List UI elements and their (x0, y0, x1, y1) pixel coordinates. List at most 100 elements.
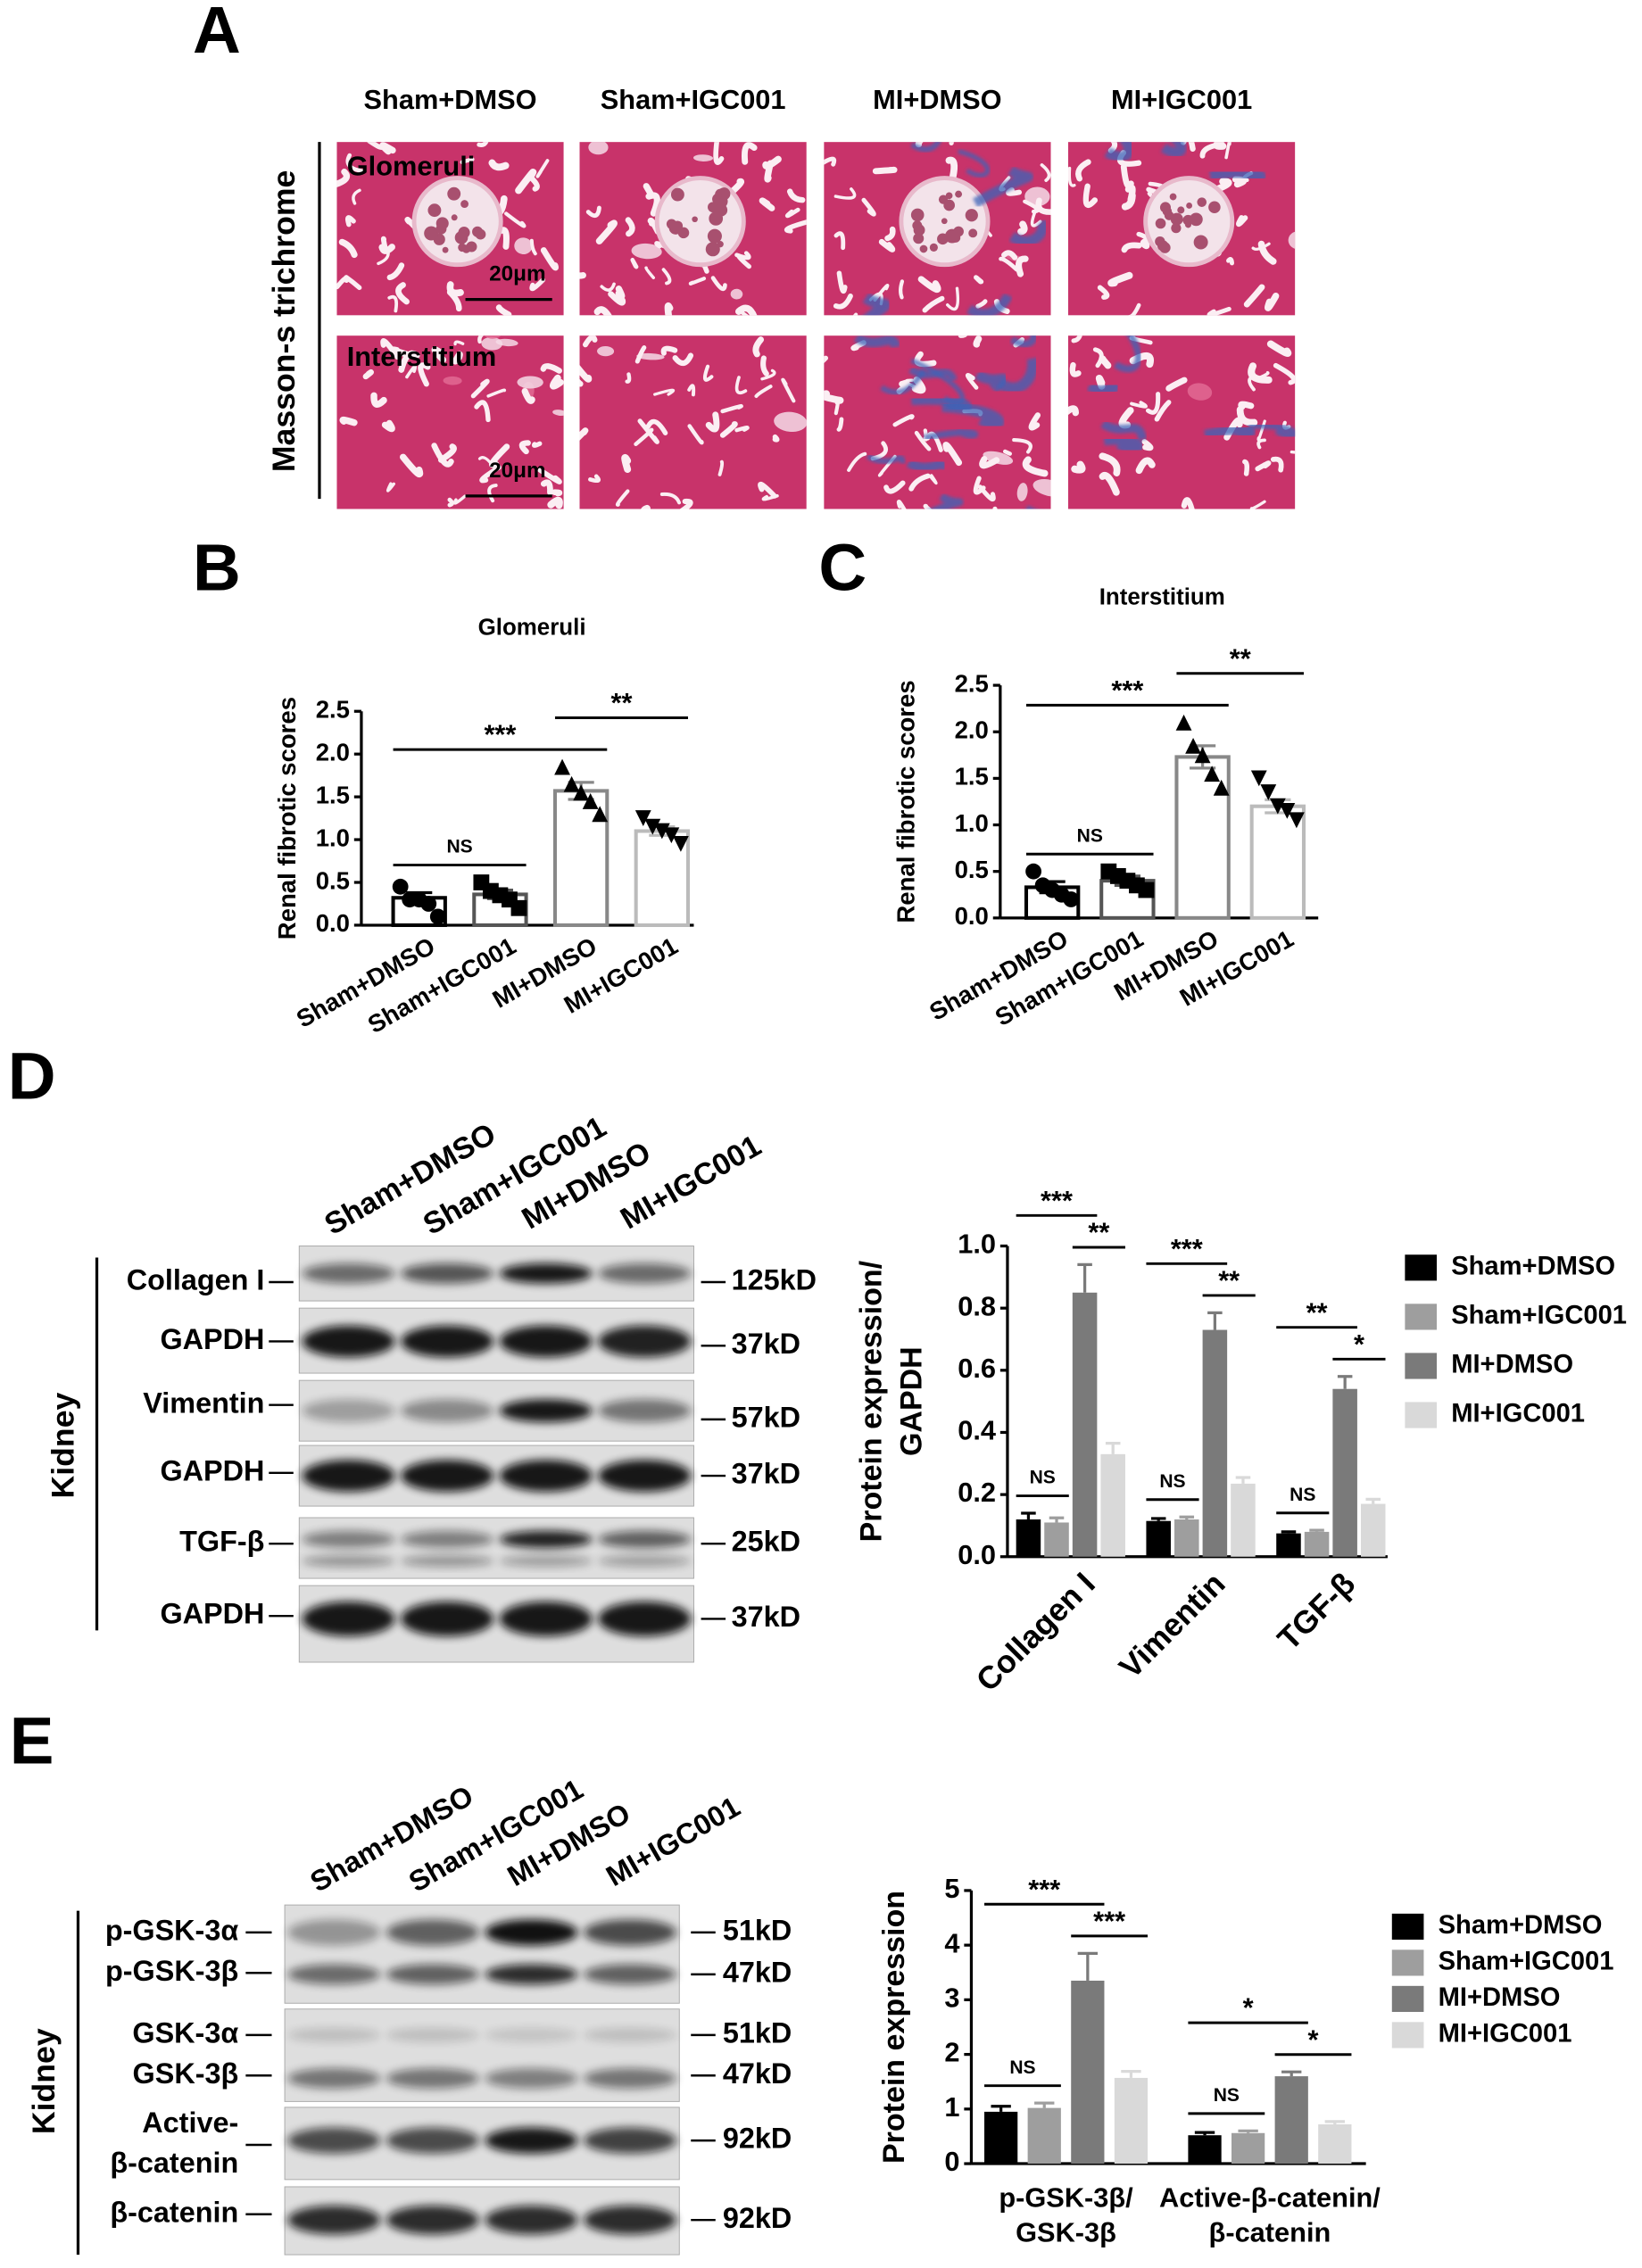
row-label: Glomeruli (347, 150, 476, 181)
tubule (447, 497, 454, 508)
tissue-texture (757, 2095, 783, 2117)
tissue-texture (1377, 1663, 1406, 1684)
blot-band (302, 1530, 395, 1549)
tubule (344, 215, 356, 228)
bar (1072, 1292, 1098, 1557)
tissue-texture (1454, 1552, 1466, 1576)
tissue-texture (1339, 1689, 1359, 1711)
glomerulus-cell (1159, 242, 1171, 253)
tubule (734, 251, 751, 261)
tissue-texture (1530, 632, 1555, 668)
tubule (974, 275, 984, 285)
size-label: 37kD (732, 1601, 800, 1633)
tubule (1015, 255, 1029, 277)
x-tick-label: GSK-3β (1016, 2217, 1116, 2248)
tissue-texture (1634, 1560, 1642, 1580)
tubule (579, 271, 586, 279)
tissue-texture (819, 2010, 854, 2035)
tissue-texture (1304, 506, 1320, 517)
tissue-texture (1388, 1663, 1406, 1682)
glomerulus-cell (709, 211, 724, 226)
tissue-texture (960, 2044, 991, 2060)
tissue-texture (1520, 1621, 1534, 1654)
legend-swatch (1405, 1254, 1437, 1281)
blot-band (584, 2206, 676, 2235)
tubule (922, 295, 945, 313)
tissue-texture (1512, 1214, 1532, 1234)
tubule (966, 373, 979, 390)
tubule (615, 286, 626, 300)
data-point (1269, 798, 1286, 815)
tissue-texture (1446, 1614, 1465, 1637)
glomerulus-cell (913, 224, 925, 236)
protein-label: β-catenin (110, 2147, 238, 2179)
data-point (1279, 802, 1296, 819)
data-point (1204, 766, 1221, 782)
y-axis-label: Renal fibrotic scores (891, 680, 919, 923)
data-point (1025, 863, 1042, 880)
glomerulus-cell (424, 226, 439, 241)
tubule (836, 417, 844, 432)
bar (1188, 2135, 1222, 2165)
micrograph (819, 142, 1290, 2035)
tissue-texture (1484, 1612, 1500, 1643)
tissue-texture (1271, 1658, 1285, 1672)
y-tick-label: 0.0 (955, 902, 989, 930)
tubule (477, 456, 495, 468)
blot-band (401, 1530, 494, 1549)
tissue-texture (1453, 680, 1472, 699)
tubule (999, 256, 1019, 272)
tissue-texture (1575, 1453, 1592, 1469)
tubule (1180, 142, 1196, 152)
tissue-texture (1306, 1846, 1342, 1873)
tubule (1236, 406, 1258, 426)
fibrosis (910, 358, 966, 405)
tissue-texture (1353, 602, 1365, 616)
blot-band (386, 2127, 479, 2154)
tubule (929, 474, 938, 485)
protein-label: GAPDH (160, 1598, 264, 1630)
tissue-texture (1403, 448, 1430, 476)
bar (1174, 1519, 1199, 1557)
protein-label: p-GSK-3β (105, 1955, 238, 1987)
tissue-texture (1337, 536, 1362, 557)
protein-label: Active- (142, 2107, 238, 2139)
tissue-texture (1528, 390, 1550, 413)
bar (1231, 1483, 1256, 1557)
tubule (702, 364, 714, 382)
glomerulus-cell (1162, 206, 1173, 217)
tissue-texture (1460, 1869, 1486, 1885)
tubule (549, 374, 564, 390)
y-tick-label: 0.4 (958, 1415, 996, 1446)
tissue-texture (1475, 1196, 1489, 1216)
tissue-texture (1120, 1961, 1145, 1974)
tubule (653, 388, 676, 396)
tissue-texture (1329, 1786, 1350, 1808)
tubule (824, 156, 837, 167)
significance-label: ** (1306, 1296, 1328, 1328)
tissue-texture (1489, 1678, 1503, 1692)
y-tick-label: 1.5 (316, 781, 350, 808)
tubule (824, 355, 829, 364)
tissue-texture (1269, 1846, 1290, 1868)
y-tick-label: 0.0 (958, 1539, 996, 1570)
data-point (634, 810, 651, 826)
chart-title: Interstitium (1099, 585, 1225, 610)
tissue-texture (1383, 1631, 1412, 1656)
glomerulus-cell (941, 218, 948, 225)
tissue-texture (1118, 66, 1137, 85)
tissue-texture (1261, 1889, 1291, 1900)
tubule (437, 443, 457, 463)
data-point (1250, 770, 1267, 787)
tissue-texture (1364, 517, 1383, 539)
tubule (1092, 347, 1104, 368)
tissue-texture (1020, 1909, 1055, 1937)
tissue-texture (817, 326, 834, 336)
tissue-texture (1363, 1726, 1389, 1737)
y-tick-label: 1.0 (955, 809, 989, 837)
tubule (1255, 460, 1272, 472)
tissue-texture (1450, 929, 1465, 950)
tubule (1226, 257, 1234, 266)
protein-label: GSK-3α (132, 2016, 238, 2049)
tubule (1099, 355, 1112, 369)
